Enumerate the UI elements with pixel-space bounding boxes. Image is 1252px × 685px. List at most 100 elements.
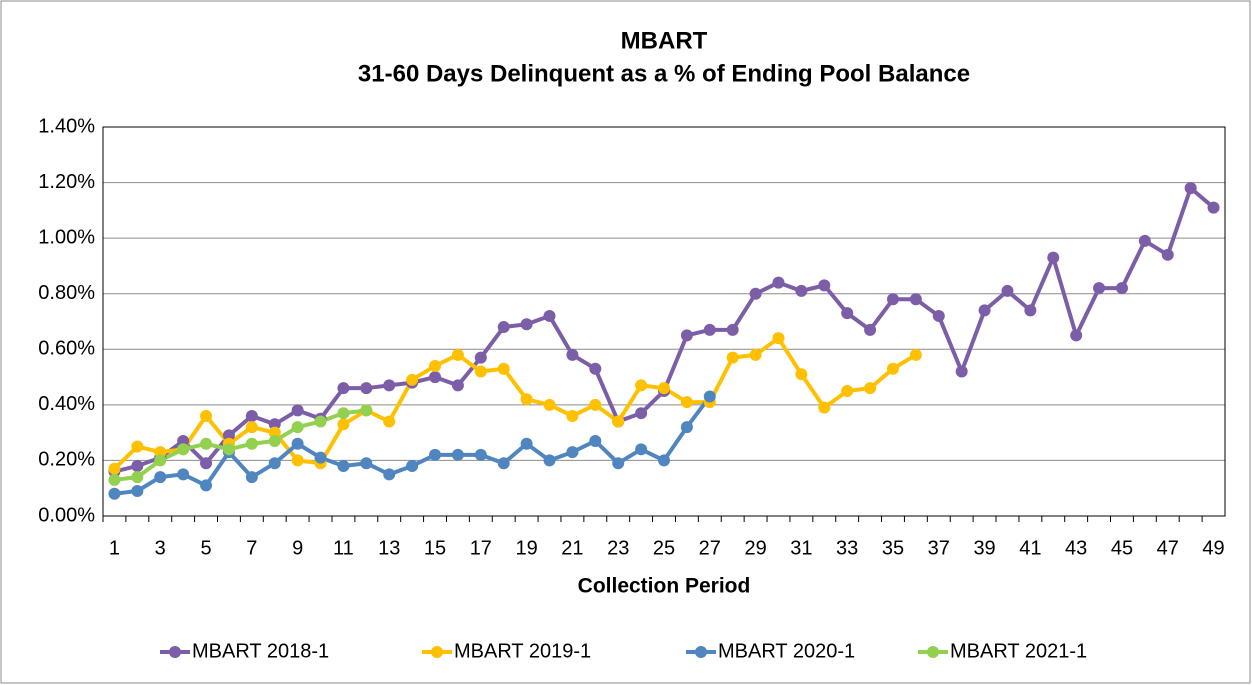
data-point <box>245 409 258 422</box>
data-point <box>177 468 190 481</box>
data-point <box>932 309 945 322</box>
data-point <box>612 457 625 470</box>
x-tick-label: 9 <box>292 537 303 559</box>
data-point <box>291 404 304 417</box>
data-point <box>200 409 213 422</box>
x-tick-label: 31 <box>790 537 812 559</box>
data-point <box>268 418 281 431</box>
data-point <box>818 279 831 292</box>
data-point <box>360 382 373 395</box>
legend-label: MBART 2019-1 <box>454 640 591 662</box>
data-point <box>474 448 487 461</box>
x-tick-label: 13 <box>378 537 400 559</box>
data-point <box>245 421 258 434</box>
data-point <box>520 318 533 331</box>
data-point <box>154 446 167 459</box>
data-point <box>131 440 144 453</box>
legend-marker <box>695 646 707 658</box>
x-tick-label: 27 <box>699 537 721 559</box>
x-tick-label: 35 <box>882 537 904 559</box>
x-tick-label: 39 <box>973 537 995 559</box>
x-axis-label: Collection Period <box>578 575 751 598</box>
x-tick-label: 33 <box>836 537 858 559</box>
data-point <box>383 415 396 428</box>
data-point <box>383 468 396 481</box>
data-point <box>337 382 350 395</box>
legend-label: MBART 2021-1 <box>950 640 1087 662</box>
y-tick-label: 1.00% <box>38 226 95 248</box>
y-tick-label: 1.40% <box>38 115 95 137</box>
data-point <box>635 379 648 392</box>
data-point <box>337 459 350 472</box>
legend-label: MBART 2018-1 <box>192 640 329 662</box>
data-point <box>543 309 556 322</box>
x-tick-label: 19 <box>515 537 537 559</box>
data-point <box>680 329 693 342</box>
data-point <box>1024 304 1037 317</box>
data-point <box>1093 282 1106 295</box>
data-point <box>451 379 464 392</box>
data-point <box>200 437 213 450</box>
data-point <box>589 434 602 447</box>
x-tick-label: 5 <box>200 537 211 559</box>
data-point <box>589 362 602 375</box>
data-point <box>291 437 304 450</box>
x-tick-label: 49 <box>1202 537 1224 559</box>
data-point <box>1161 248 1174 261</box>
data-point <box>795 368 808 381</box>
data-point <box>543 398 556 411</box>
data-point <box>520 437 533 450</box>
data-point <box>955 365 968 378</box>
data-point <box>1047 251 1060 264</box>
legend-marker <box>169 646 181 658</box>
x-tick-label: 1 <box>109 537 120 559</box>
data-point <box>108 487 121 500</box>
data-point <box>749 348 762 361</box>
x-tick-label: 37 <box>928 537 950 559</box>
y-tick-label: 0.00% <box>38 504 95 526</box>
data-point <box>818 401 831 414</box>
data-point <box>566 446 579 459</box>
data-point <box>429 448 442 461</box>
data-point <box>429 371 442 384</box>
data-point <box>222 443 235 456</box>
data-point <box>131 484 144 497</box>
data-point <box>154 454 167 467</box>
data-point <box>245 471 258 484</box>
data-point <box>337 407 350 420</box>
data-point <box>131 471 144 484</box>
data-point <box>566 348 579 361</box>
data-point <box>726 351 739 364</box>
data-point <box>429 359 442 372</box>
data-point <box>772 332 785 345</box>
data-point <box>451 348 464 361</box>
data-point <box>658 454 670 467</box>
data-point <box>200 479 213 492</box>
data-point <box>703 323 716 336</box>
data-point <box>474 365 487 378</box>
y-tick-label: 0.20% <box>38 449 95 471</box>
data-point <box>406 373 419 386</box>
data-point <box>635 407 648 420</box>
x-tick-label: 45 <box>1111 537 1133 559</box>
chart-title: MBART <box>621 27 708 54</box>
x-tick-label: 41 <box>1019 537 1041 559</box>
data-point <box>222 429 235 442</box>
data-point <box>314 451 327 464</box>
data-point <box>566 409 579 422</box>
data-point <box>268 457 281 470</box>
data-point <box>291 454 304 467</box>
data-point <box>726 323 739 336</box>
data-point <box>268 426 281 439</box>
data-point <box>360 404 373 417</box>
data-point <box>864 323 877 336</box>
data-point <box>1070 329 1083 342</box>
y-tick-label: 0.40% <box>38 393 95 415</box>
x-tick-label: 47 <box>1157 537 1179 559</box>
data-point <box>497 321 510 334</box>
data-point <box>108 473 121 486</box>
data-point <box>680 421 693 434</box>
data-point <box>1138 234 1151 247</box>
x-tick-label: 7 <box>246 537 257 559</box>
